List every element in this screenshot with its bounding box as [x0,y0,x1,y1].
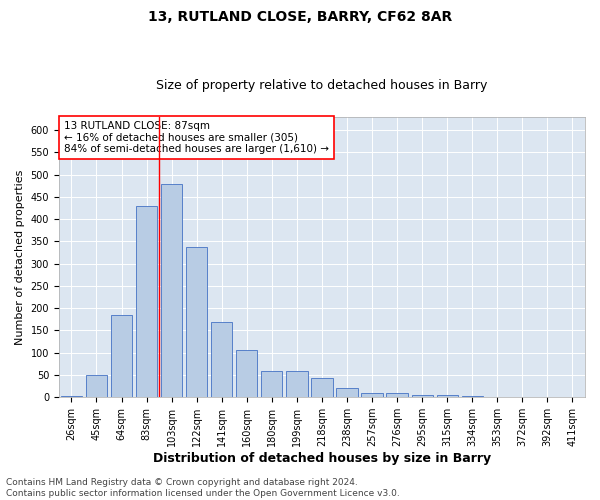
Bar [386,393,408,397]
Title: Size of property relative to detached houses in Barry: Size of property relative to detached ho… [156,79,488,92]
Bar [361,393,383,397]
Bar [186,247,208,397]
Bar [286,370,308,397]
Bar [136,206,157,397]
Bar [111,315,132,397]
Bar [261,370,283,397]
Y-axis label: Number of detached properties: Number of detached properties [15,170,25,344]
Text: 13, RUTLAND CLOSE, BARRY, CF62 8AR: 13, RUTLAND CLOSE, BARRY, CF62 8AR [148,10,452,24]
Text: Contains HM Land Registry data © Crown copyright and database right 2024.
Contai: Contains HM Land Registry data © Crown c… [6,478,400,498]
Text: 13 RUTLAND CLOSE: 87sqm
← 16% of detached houses are smaller (305)
84% of semi-d: 13 RUTLAND CLOSE: 87sqm ← 16% of detache… [64,121,329,154]
Bar [311,378,332,397]
Bar [437,396,458,397]
Bar [412,394,433,397]
Bar [337,388,358,397]
Bar [236,350,257,397]
X-axis label: Distribution of detached houses by size in Barry: Distribution of detached houses by size … [153,452,491,465]
Bar [461,396,483,397]
Bar [211,322,232,397]
Bar [61,396,82,397]
Bar [86,375,107,397]
Bar [161,184,182,397]
